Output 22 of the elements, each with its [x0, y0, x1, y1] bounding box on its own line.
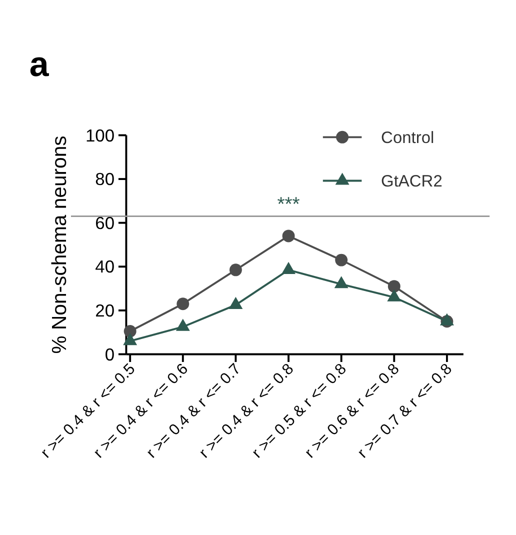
point [387, 289, 402, 302]
ref-line-label: *** [277, 193, 300, 216]
point [176, 318, 190, 331]
y-tick-label: 20 [95, 300, 115, 321]
text: a [29, 45, 50, 84]
y-tick-label: 40 [95, 256, 115, 277]
y-axis-title: % Non-schema neurons [49, 136, 72, 354]
legend-label: Control [381, 128, 434, 147]
y-tick-label: 60 [95, 212, 115, 233]
point [282, 230, 295, 242]
y-tick-label: 100 [85, 125, 115, 146]
point [228, 296, 243, 309]
point [440, 313, 454, 326]
point [229, 264, 242, 276]
point [388, 280, 400, 293]
point [334, 276, 348, 288]
legend-label: GtACR2 [381, 172, 442, 191]
point [123, 333, 138, 346]
point [335, 254, 348, 266]
point [176, 298, 190, 310]
y-tick-label: 0 [104, 344, 115, 364]
y-tick-label: 80 [95, 169, 115, 190]
